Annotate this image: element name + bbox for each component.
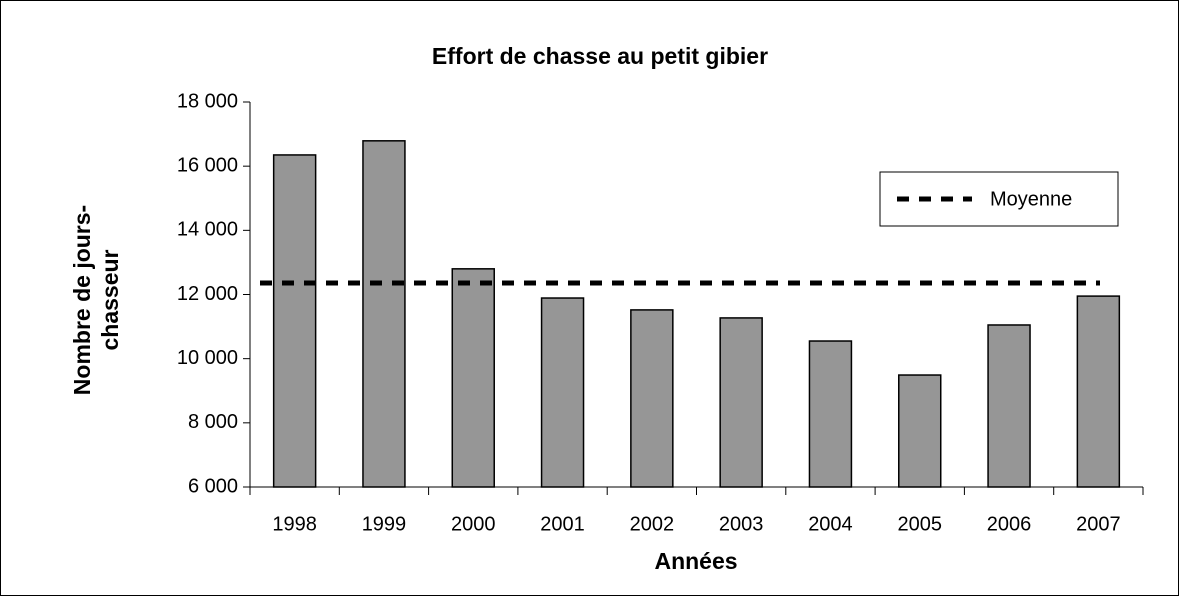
bar [898, 374, 942, 488]
y-tick-label: 14 000 [177, 219, 238, 241]
x-tick-label: 1998 [272, 513, 317, 535]
bar [1076, 295, 1121, 488]
y-tick-label: 16 000 [177, 154, 238, 176]
y-axis-label: Nombre de jours- chasseur [69, 205, 123, 395]
bar [272, 154, 317, 488]
y-tick-label: 6 000 [188, 475, 238, 497]
bar [630, 309, 674, 488]
x-tick-label: 2003 [719, 513, 764, 535]
x-tick-label: 2005 [898, 513, 943, 535]
bar [808, 340, 853, 488]
x-axis-label: Années [654, 548, 737, 574]
legend-label: Moyenne [990, 188, 1072, 210]
x-tick-label: 2006 [987, 513, 1032, 535]
bar [362, 140, 406, 488]
y-tick-label: 10 000 [177, 347, 238, 369]
bar [540, 297, 585, 488]
x-tick-label: 2001 [540, 513, 585, 535]
bar [451, 268, 495, 488]
x-tick-label: 2002 [630, 513, 675, 535]
bar [987, 324, 1031, 488]
bar [719, 317, 763, 488]
x-tick-label: 1999 [362, 513, 407, 535]
x-tick-label: 2007 [1076, 513, 1121, 535]
y-tick-label: 12 000 [177, 283, 238, 305]
x-tick-label: 2004 [808, 513, 853, 535]
y-axis-label-line: chasseur [97, 249, 123, 350]
y-axis-label-line: Nombre de jours- [69, 205, 95, 395]
y-tick-label: 8 000 [188, 411, 238, 433]
chart-title: Effort de chasse au petit gibier [432, 43, 768, 69]
x-tick-label: 2000 [451, 513, 496, 535]
y-tick-label: 18 000 [177, 90, 238, 112]
